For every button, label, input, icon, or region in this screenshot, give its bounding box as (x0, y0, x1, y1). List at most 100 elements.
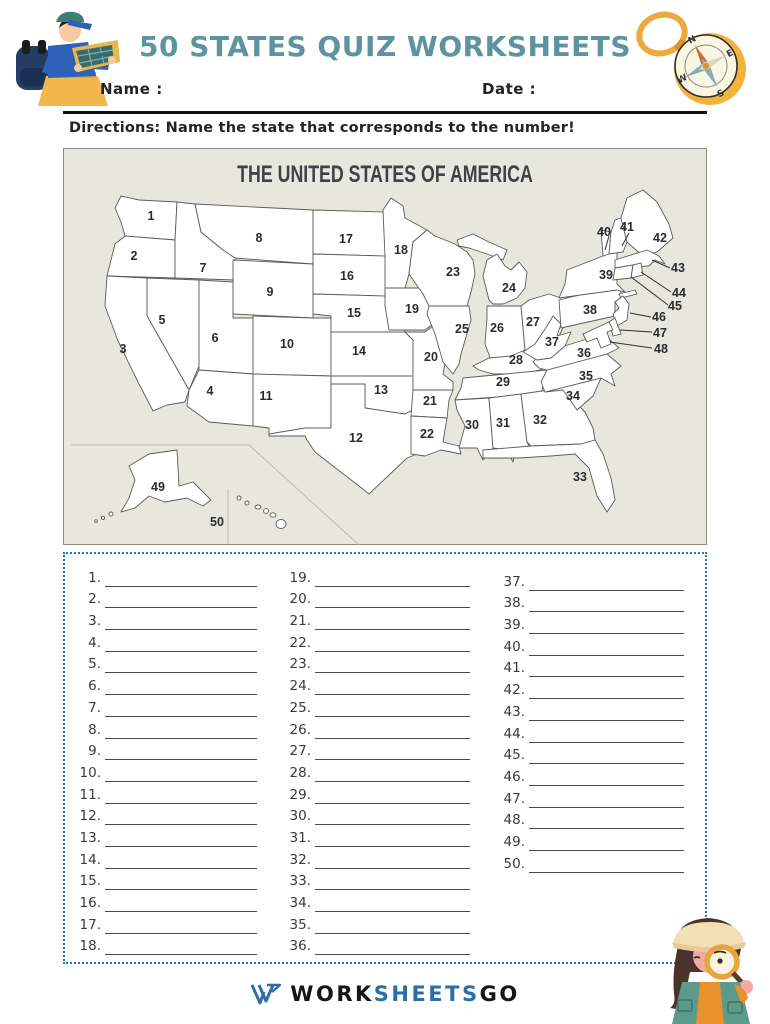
answer-row: 16. (79, 890, 257, 912)
map-state-number: 34 (566, 389, 580, 403)
answer-number: 42. (503, 682, 525, 699)
answer-blank-line[interactable] (105, 592, 257, 609)
header-divider (63, 111, 707, 114)
answer-blank-line[interactable] (315, 896, 470, 912)
answer-blank-line[interactable] (105, 614, 257, 631)
compass-w: W (676, 73, 690, 87)
answer-row: 2. (79, 587, 257, 609)
map-state-number: 50 (210, 515, 224, 529)
answer-row: 32. (283, 847, 470, 869)
answer-number: 19. (289, 569, 311, 586)
answer-number: 46. (503, 768, 525, 785)
answer-row: 26. (283, 717, 470, 739)
answer-blank-line[interactable] (529, 835, 684, 851)
answer-blank-line[interactable] (105, 896, 257, 912)
answer-blank-line[interactable] (315, 788, 470, 804)
answer-row: 39. (497, 612, 684, 635)
map-state-number: 31 (496, 416, 510, 430)
map-state-number: 14 (352, 344, 366, 358)
answer-number: 31. (289, 829, 311, 846)
answer-blank-line[interactable] (105, 701, 257, 717)
answer-blank-line[interactable] (315, 679, 470, 696)
map-state-number: 28 (509, 353, 523, 367)
answer-row: 30. (283, 804, 470, 826)
inset-divider-lines (71, 444, 360, 545)
answer-blank-line[interactable] (315, 939, 470, 956)
answer-blank-line[interactable] (105, 918, 257, 934)
answer-blank-line[interactable] (105, 809, 257, 826)
answer-row: 15. (79, 869, 257, 891)
answer-number: 23. (289, 656, 311, 673)
map-state-number: 7 (200, 261, 207, 275)
map-state-number: 27 (526, 315, 540, 329)
answer-blank-line[interactable] (529, 575, 684, 591)
answer-blank-line[interactable] (529, 596, 684, 613)
answer-blank-line[interactable] (529, 813, 684, 830)
name-date-row: Name : Date : (63, 80, 707, 100)
answer-blank-line[interactable] (105, 657, 257, 674)
answer-blank-line[interactable] (105, 766, 257, 782)
map-state-number: 30 (465, 418, 479, 432)
answer-blank-line[interactable] (315, 723, 470, 739)
answer-row: 10. (79, 760, 257, 782)
answer-row: 12. (79, 804, 257, 826)
map-state-number: 40 (597, 225, 611, 239)
answer-blank-line[interactable] (529, 661, 684, 678)
answer-blank-line[interactable] (315, 636, 470, 652)
date-label: Date : (482, 80, 537, 98)
map-number-labels: 1234567891011121314151617181920212223242… (120, 209, 686, 529)
state-44 (630, 262, 644, 279)
directions-text: Directions: Name the state that correspo… (69, 120, 575, 136)
answer-row: 24. (283, 673, 470, 696)
answer-blank-line[interactable] (529, 618, 684, 635)
state-3 (104, 275, 190, 412)
answer-row: 3. (79, 608, 257, 631)
answer-blank-line[interactable] (529, 792, 684, 808)
answer-blank-line[interactable] (105, 939, 257, 956)
answer-row: 42. (497, 677, 684, 700)
answer-number: 15. (79, 873, 101, 890)
answer-blank-line[interactable] (105, 571, 257, 587)
answer-blank-line[interactable] (315, 701, 470, 717)
answer-blank-line[interactable] (105, 679, 257, 696)
answer-blank-line[interactable] (315, 614, 470, 631)
answer-blank-line[interactable] (529, 770, 684, 786)
answer-number: 43. (503, 703, 525, 720)
answer-row: 43. (497, 699, 684, 721)
answer-blank-line[interactable] (529, 748, 684, 765)
answer-row: 40. (497, 634, 684, 656)
map-state-number: 11 (259, 389, 272, 403)
answer-blank-line[interactable] (315, 918, 470, 934)
answer-blank-line[interactable] (315, 831, 470, 847)
answer-blank-line[interactable] (315, 592, 470, 609)
answer-blank-line[interactable] (315, 809, 470, 826)
answer-blank-line[interactable] (105, 831, 257, 847)
answer-blank-line[interactable] (529, 705, 684, 721)
answer-blank-line[interactable] (105, 723, 257, 739)
answer-blank-line[interactable] (529, 857, 684, 873)
answer-blank-line[interactable] (105, 636, 257, 652)
map-state-number: 2 (131, 249, 138, 263)
answer-blank-line[interactable] (315, 874, 470, 891)
girl-arm (734, 984, 748, 1006)
answer-number: 5. (88, 656, 101, 673)
answer-blank-line[interactable] (529, 640, 684, 656)
answer-blank-line[interactable] (315, 766, 470, 782)
answer-blank-line[interactable] (529, 683, 684, 700)
answer-blank-line[interactable] (315, 571, 470, 587)
map-state-number: 38 (583, 303, 597, 317)
answer-row: 45. (497, 743, 684, 765)
map-state-number: 41 (620, 220, 634, 234)
answer-blank-line[interactable] (529, 727, 684, 743)
answer-blank-line[interactable] (105, 874, 257, 891)
answer-blank-line[interactable] (315, 853, 470, 869)
answer-blank-line[interactable] (105, 744, 257, 761)
answer-blank-line[interactable] (105, 853, 257, 869)
answer-number: 29. (289, 786, 311, 803)
answer-row: 5. (79, 652, 257, 674)
answer-blank-line[interactable] (105, 788, 257, 804)
answer-number: 8. (88, 721, 101, 738)
answer-blank-line[interactable] (315, 657, 470, 674)
answer-blank-line[interactable] (315, 744, 470, 761)
answer-row: 21. (283, 608, 470, 631)
